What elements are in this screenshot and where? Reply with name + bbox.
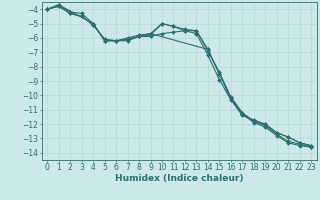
X-axis label: Humidex (Indice chaleur): Humidex (Indice chaleur) bbox=[115, 174, 244, 183]
